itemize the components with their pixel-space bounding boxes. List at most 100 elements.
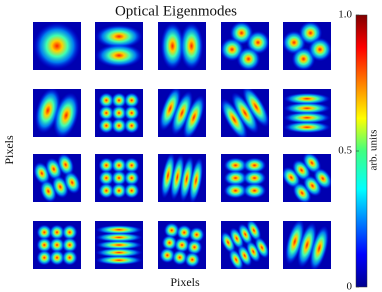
mode-panel	[283, 154, 331, 202]
mode-pattern	[33, 22, 81, 70]
mode-panel	[221, 89, 269, 137]
mode-lobe	[36, 237, 53, 253]
mode-lobe	[36, 249, 53, 266]
mode-lobe	[49, 237, 65, 253]
mode-lobe	[160, 22, 185, 70]
mode-lobe	[188, 226, 205, 243]
colorbar-tick-label: 0	[347, 281, 353, 292]
mode-lobe	[49, 224, 65, 241]
mode-lobe	[95, 247, 143, 258]
mode-lobe	[283, 102, 331, 115]
mode-lobe	[188, 157, 204, 202]
mode-pattern	[159, 89, 205, 137]
mode-lobe	[161, 234, 178, 251]
mode-lobe	[223, 182, 248, 199]
mode-lobe	[111, 117, 127, 134]
mode-lobe	[309, 225, 329, 269]
mode-lobe	[246, 221, 262, 242]
mode-pattern	[221, 221, 269, 269]
mode-lobe	[163, 222, 180, 239]
mode-lobe	[285, 221, 305, 265]
mode-lobe	[61, 224, 78, 241]
mode-panel	[158, 89, 206, 137]
mode-pattern	[283, 154, 331, 202]
mode-lobe	[174, 237, 190, 253]
mode-lobe	[95, 225, 143, 235]
mode-lobe	[308, 37, 331, 62]
mode-lobe	[123, 170, 140, 186]
mode-lobe	[95, 24, 143, 49]
mode-panel	[221, 22, 269, 70]
mode-pattern	[159, 222, 205, 268]
mode-panel	[221, 221, 269, 269]
mode-lobe	[283, 111, 331, 124]
mode-lobe	[36, 224, 53, 241]
mode-lobe	[179, 22, 204, 70]
colorbar-tick-label: 0.5	[338, 145, 352, 157]
mode-lobe	[111, 105, 127, 121]
mode-lobe	[160, 154, 176, 199]
mode-lobe	[111, 182, 127, 199]
mode-lobe	[63, 171, 81, 194]
mode-lobe	[123, 117, 140, 134]
mode-lobe	[179, 155, 194, 202]
mode-lobe	[95, 255, 143, 265]
mode-panel	[33, 22, 81, 70]
mode-lobe	[242, 89, 269, 128]
mode-pattern	[98, 157, 140, 199]
mode-lobe	[123, 92, 140, 109]
mode-panel	[95, 22, 143, 70]
mode-lobe	[170, 154, 185, 201]
mode-lobe	[242, 170, 267, 186]
mode-panel	[158, 221, 206, 269]
mode-lobe	[223, 157, 248, 174]
mode-lobe	[123, 157, 140, 174]
mode-panel	[33, 221, 81, 269]
mode-panel	[283, 22, 331, 70]
mode-lobe	[95, 43, 143, 68]
y-axis-label: Pixels	[2, 135, 16, 165]
mode-lobe	[159, 247, 176, 264]
mode-panel	[283, 221, 331, 269]
mode-lobe	[95, 232, 143, 243]
mode-panel	[95, 221, 143, 269]
colorbar-tick-label: 1.0	[338, 9, 352, 21]
mode-lobe	[57, 154, 75, 177]
mode-pattern	[221, 22, 269, 70]
mode-panels	[33, 22, 331, 269]
mode-panel	[95, 154, 143, 202]
mode-lobe	[95, 240, 143, 250]
mode-lobe	[223, 170, 248, 186]
chart-title: Optical Eigenmodes	[115, 3, 237, 19]
mode-panel	[33, 154, 81, 202]
mode-pattern	[283, 22, 331, 70]
mode-pattern	[95, 225, 143, 265]
mode-pattern	[160, 154, 204, 202]
mode-lobe	[61, 249, 78, 266]
mode-pattern	[95, 24, 143, 68]
mode-pattern	[34, 89, 80, 137]
mode-lobe	[283, 121, 331, 134]
mode-lobe	[302, 154, 322, 174]
mode-lobe	[171, 249, 188, 266]
mode-panel	[221, 154, 269, 202]
mode-lobe	[186, 239, 203, 256]
mode-pattern	[223, 157, 267, 199]
mode-lobe	[98, 170, 115, 186]
mode-lobe	[242, 157, 267, 174]
mode-lobe	[33, 22, 81, 70]
mode-lobe	[159, 89, 182, 131]
mode-lobe	[283, 92, 331, 105]
mode-lobe	[98, 182, 115, 199]
mode-panel	[283, 89, 331, 137]
mode-panel	[158, 22, 206, 70]
mode-lobe	[111, 170, 127, 186]
mode-lobe	[61, 237, 78, 253]
mode-lobe	[171, 90, 193, 136]
mode-lobe	[297, 222, 317, 268]
mode-lobe	[111, 157, 127, 174]
mode-lobe	[98, 105, 115, 121]
mode-pattern	[98, 92, 140, 134]
mode-pattern	[283, 92, 331, 134]
